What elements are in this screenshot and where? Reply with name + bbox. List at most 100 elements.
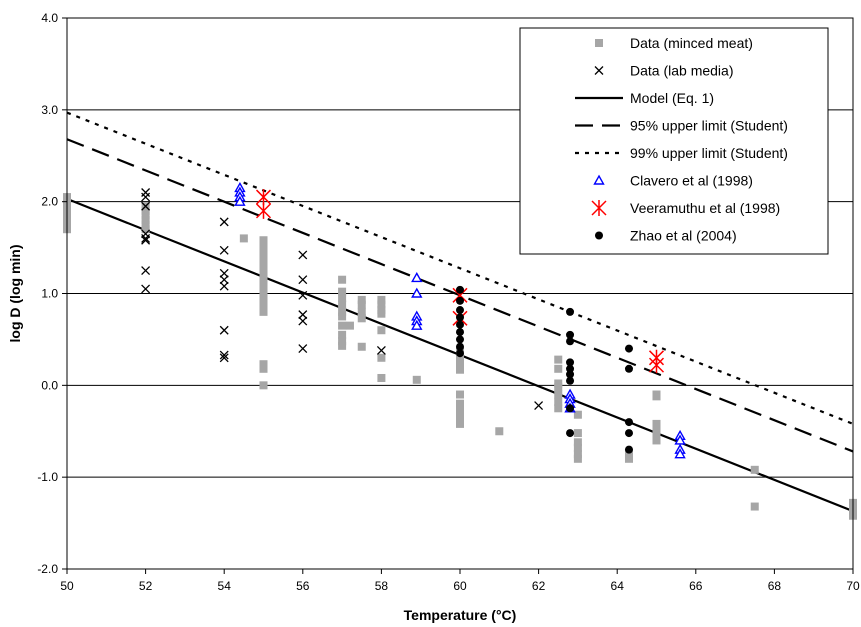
data-point xyxy=(412,375,421,384)
data-point xyxy=(377,353,386,362)
data-point xyxy=(141,201,151,211)
data-point xyxy=(573,410,582,419)
data-point xyxy=(566,337,575,346)
data-point xyxy=(255,189,272,206)
data-point xyxy=(219,217,229,227)
x-tick-label: 64 xyxy=(611,579,625,593)
data-point xyxy=(219,275,229,285)
data-point xyxy=(566,330,575,339)
legend-item: Veeramuthu et al (1998) xyxy=(591,200,780,216)
data-point xyxy=(566,376,575,385)
data-point xyxy=(456,285,464,294)
y-tick-label: 0.0 xyxy=(41,378,58,392)
data-point xyxy=(234,195,246,206)
data-point xyxy=(357,300,366,309)
legend-label: Clavero et al (1998) xyxy=(630,173,753,189)
data-point xyxy=(750,502,759,511)
x-tick-label: 54 xyxy=(218,579,232,593)
y-tick-label: 2.0 xyxy=(41,195,58,209)
data-point xyxy=(259,280,268,289)
data-point xyxy=(259,298,268,307)
data-point xyxy=(298,344,308,354)
data-point xyxy=(456,349,464,358)
legend: Data (minced meat) Data (lab media) Model … xyxy=(519,27,829,255)
legend-item: 99% upper limit (Student) xyxy=(575,145,788,161)
data-point xyxy=(554,383,563,392)
data-point xyxy=(259,241,268,250)
data-point xyxy=(566,364,575,373)
data-point xyxy=(259,284,268,293)
data-point xyxy=(219,325,229,335)
data-point xyxy=(259,303,268,312)
data-point xyxy=(573,443,582,452)
legend-label: Model (Eq. 1) xyxy=(630,90,714,106)
data-point xyxy=(338,321,347,330)
x-tick-label: 56 xyxy=(296,579,310,593)
data-point xyxy=(554,390,563,399)
data-point xyxy=(554,364,563,373)
data-point xyxy=(376,345,386,355)
data-point xyxy=(141,284,151,294)
data-point xyxy=(255,202,272,219)
y-tick-label: 4.0 xyxy=(41,11,58,25)
legend-label: Veeramuthu et al (1998) xyxy=(630,200,780,216)
data-point xyxy=(624,429,633,438)
data-point xyxy=(652,419,661,428)
data-point xyxy=(456,399,464,408)
legend-item: 95% upper limit (Student) xyxy=(575,118,788,134)
data-point xyxy=(652,390,661,399)
series-line-99-upper-limit-student xyxy=(66,111,854,425)
data-point xyxy=(259,266,268,275)
data-point xyxy=(259,289,268,298)
data-point xyxy=(566,404,575,413)
data-point xyxy=(411,271,423,283)
data-point xyxy=(259,248,268,257)
data-point xyxy=(141,225,150,234)
data-point xyxy=(219,350,229,360)
data-point xyxy=(259,364,268,373)
data-point xyxy=(456,313,464,322)
data-point xyxy=(566,358,575,367)
x-tick-label: 52 xyxy=(139,579,153,593)
data-point xyxy=(259,275,268,284)
data-point xyxy=(338,337,347,346)
y-tick-label: 1.0 xyxy=(41,287,58,301)
data-point xyxy=(357,314,366,323)
data-point xyxy=(338,312,347,321)
legend-item: Zhao et al (2004) xyxy=(595,228,737,244)
data-point xyxy=(534,401,544,410)
data-point xyxy=(456,328,464,337)
data-point xyxy=(141,216,150,225)
data-point xyxy=(573,454,582,463)
data-point xyxy=(566,370,575,379)
data-point xyxy=(456,365,464,374)
data-point xyxy=(259,294,268,303)
x-tick-label: 60 xyxy=(453,579,467,593)
legend-item: Clavero et al (1998) xyxy=(593,173,753,189)
x-tick-label: 66 xyxy=(689,579,703,593)
data-point xyxy=(624,364,633,373)
legend-swatch xyxy=(591,200,607,216)
data-point xyxy=(219,353,229,363)
x-tick-label: 50 xyxy=(60,579,74,593)
x-axis-title: Temperature (°C) xyxy=(404,607,517,623)
data-point xyxy=(648,357,665,374)
y-axis-title: log D (log min) xyxy=(7,245,23,343)
data-point xyxy=(456,296,464,305)
data-point xyxy=(624,454,633,463)
data-point xyxy=(338,300,347,309)
data-point xyxy=(259,236,268,245)
data-point xyxy=(377,373,386,382)
legend-label: 95% upper limit (Student) xyxy=(630,118,788,134)
data-point xyxy=(456,419,464,428)
data-point xyxy=(456,320,464,329)
data-point xyxy=(298,310,308,320)
data-point xyxy=(239,234,248,243)
data-point xyxy=(377,326,386,335)
data-point xyxy=(554,397,563,406)
legend-label: Data (minced meat) xyxy=(630,35,753,51)
data-point xyxy=(554,355,563,364)
data-point xyxy=(674,448,686,459)
data-point xyxy=(219,245,229,255)
